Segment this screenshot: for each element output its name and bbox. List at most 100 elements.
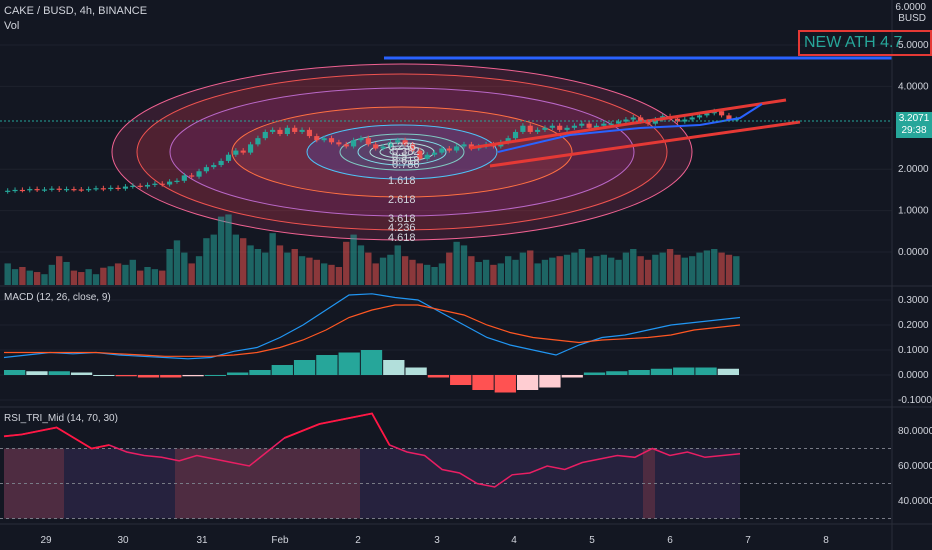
time-tick: 2 — [355, 535, 361, 546]
candle-body — [593, 125, 600, 128]
candle-body — [351, 140, 357, 147]
currency-label[interactable]: 6.0000 BUSD — [895, 2, 926, 24]
macd-histogram-bar — [271, 365, 293, 375]
candle-body — [336, 142, 342, 145]
candle-body — [34, 189, 40, 191]
fib-circle — [357, 138, 447, 166]
candle-body — [277, 129, 283, 135]
volume-bar — [41, 274, 48, 285]
volume-bar — [70, 270, 78, 285]
candle-body — [321, 138, 327, 141]
candle-body — [652, 119, 658, 124]
candle-body — [439, 148, 445, 153]
volume-bar — [608, 257, 615, 285]
fib-circle — [389, 148, 415, 156]
candle-body — [696, 115, 703, 118]
candlesticks — [5, 108, 739, 194]
volume-bar — [725, 254, 733, 285]
price-axis[interactable]: 5.00004.00003.00002.00001.00000.00000.30… — [898, 40, 932, 507]
volume-bar — [630, 249, 637, 285]
volume-bar — [387, 254, 394, 285]
time-tick: 29 — [40, 535, 52, 546]
price-tick: 1.0000 — [898, 206, 929, 217]
projection-path — [497, 103, 763, 153]
candle-body — [19, 189, 25, 192]
price-tick: 0.0000 — [898, 247, 929, 258]
new-ath-annotation[interactable]: NEW ATH 4.7 — [798, 30, 932, 56]
candle-body — [527, 125, 533, 132]
volume-bar — [276, 245, 284, 285]
candle-body — [557, 125, 563, 130]
candle-body — [218, 160, 224, 166]
candle-body — [174, 180, 180, 182]
candle-body — [100, 188, 106, 190]
volume-bar — [48, 264, 56, 285]
volume-bar — [92, 274, 100, 285]
currency-top-tick: 6.0000 — [895, 2, 926, 13]
time-tick: 8 — [823, 535, 829, 546]
candle-body — [431, 152, 438, 155]
volume-bar — [122, 264, 129, 285]
volume-bar — [195, 256, 203, 285]
candle-body — [358, 138, 364, 141]
candle-body — [5, 190, 11, 192]
candle-body — [601, 123, 607, 126]
fib-label: 0.786 — [392, 159, 420, 171]
volume-bar — [711, 249, 718, 285]
candle-body — [520, 125, 526, 132]
candle-body — [689, 117, 695, 120]
volume-bar — [519, 252, 527, 285]
volume-bar — [527, 250, 534, 285]
candle-body — [225, 154, 232, 161]
volume-bar — [556, 256, 563, 285]
candle-body — [233, 150, 239, 155]
fib-label: 3.618 — [388, 213, 416, 225]
macd-legend[interactable]: MACD (12, 26, close, 9) — [4, 292, 111, 303]
currency-name: BUSD — [898, 13, 926, 24]
candle-body — [314, 136, 320, 141]
candle-body — [93, 188, 99, 190]
volume-bar — [136, 270, 144, 285]
candle-body — [122, 186, 129, 189]
time-tick: 30 — [117, 535, 129, 546]
volume-bar — [114, 263, 122, 285]
volume-bar — [446, 252, 453, 285]
candle-body — [446, 148, 452, 151]
signal-line — [4, 304, 741, 357]
time-tick: Feb — [271, 535, 289, 546]
rsi-legend[interactable]: RSI_TRI_Mid (14, 70, 30) — [4, 413, 118, 424]
volume-bar — [563, 254, 571, 285]
volume-bar — [703, 250, 711, 285]
volume-label[interactable]: Vol — [4, 20, 20, 32]
volume-bar — [549, 257, 556, 285]
rsi-overbought-line — [284, 412, 391, 446]
volume-bar — [659, 252, 666, 285]
volume-bar — [78, 272, 85, 285]
candle-body — [395, 140, 401, 143]
volume-bar — [490, 264, 497, 285]
bar-countdown: 29:38 — [901, 125, 927, 136]
volume-bar — [622, 252, 630, 285]
volume-bar — [225, 214, 232, 285]
volume-bar — [468, 256, 475, 285]
rsi-tick: 60.0000 — [898, 461, 932, 472]
candle-body — [247, 144, 254, 153]
candle-body — [402, 140, 408, 145]
candle-body — [71, 189, 77, 191]
macd-histogram-bar — [204, 375, 227, 376]
volume-bar — [424, 264, 431, 285]
symbol-title[interactable]: CAKE / BUSD, 4h, BINANCE — [4, 5, 148, 17]
candle-body — [159, 183, 165, 185]
time-tick: 31 — [196, 535, 208, 546]
macd-histogram-bar — [383, 360, 405, 375]
volume-bar — [240, 238, 247, 285]
time-axis[interactable]: 29 30 31 Feb 2 3 4 5 6 7 8 — [40, 535, 829, 546]
volume-bar — [254, 249, 262, 285]
macd-histogram-bar — [606, 371, 628, 375]
volume-bar — [409, 259, 416, 285]
time-tick: 4 — [511, 535, 517, 546]
fib-label: 0.618 — [392, 155, 420, 167]
candle-body — [615, 121, 622, 124]
volume-bar — [247, 245, 254, 285]
